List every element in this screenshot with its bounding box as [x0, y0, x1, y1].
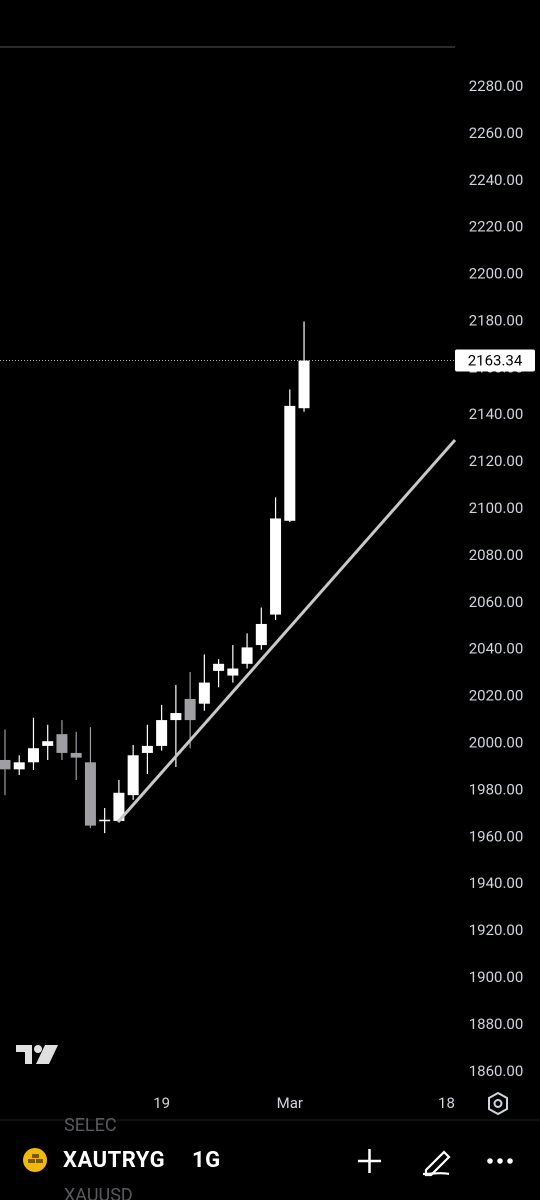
trend-line[interactable]	[116, 439, 457, 823]
settings-button[interactable]	[488, 1091, 508, 1116]
candle-body	[99, 819, 111, 822]
candle-body	[141, 745, 153, 753]
candle-body	[170, 713, 182, 721]
candle-body	[298, 360, 310, 409]
candle-body	[227, 668, 239, 676]
y-tick-label: 1860.00	[469, 1062, 524, 1080]
candle-body	[27, 748, 39, 763]
candle-body	[84, 762, 96, 826]
y-tick-label: 1900.00	[469, 968, 524, 986]
candle-body	[156, 720, 168, 746]
y-tick-label: 2080.00	[469, 546, 524, 564]
symbol-icon	[23, 1148, 47, 1172]
y-tick-label: 2260.00	[469, 124, 524, 142]
symbol-name[interactable]: XAUTRYG	[63, 1148, 165, 1173]
interval[interactable]: 1G	[192, 1148, 221, 1173]
y-tick-label: 2140.00	[469, 405, 524, 423]
tradingview-logo	[16, 1045, 58, 1064]
x-tick-label: 18	[438, 1094, 455, 1112]
more-button[interactable]	[487, 1158, 513, 1164]
add-button[interactable]	[358, 1149, 381, 1173]
candle-body	[184, 698, 196, 721]
candle-body	[198, 682, 210, 704]
candle-body	[113, 792, 125, 821]
candle-body	[0, 759, 11, 770]
plot-area: 1860.00 1880.00 1900.00 1920.00 1940.00 1960.…	[0, 77, 535, 1112]
last-price-label: 2163.34	[468, 352, 523, 370]
candle-body	[42, 741, 54, 746]
y-tick-label: 2060.00	[469, 593, 524, 611]
previous-symbol: SELEC	[64, 1115, 117, 1136]
candle-body	[13, 762, 25, 770]
y-tick-label: 2040.00	[469, 640, 524, 658]
y-tick-label: 1960.00	[469, 827, 524, 845]
y-tick-label: 2200.00	[469, 265, 524, 283]
next-symbol: XAUUSD	[64, 1185, 133, 1200]
y-tick-label: 1880.00	[469, 1015, 524, 1033]
y-tick-label: 2120.00	[469, 452, 524, 470]
candle-body	[284, 405, 296, 521]
y-tick-label: 2220.00	[469, 218, 524, 236]
y-tick-label: 2240.00	[469, 171, 524, 189]
y-tick-label: 2020.00	[469, 687, 524, 705]
candle-body	[213, 663, 225, 671]
y-tick-label: 1920.00	[469, 921, 524, 939]
y-tick-label: 2280.00	[469, 77, 524, 95]
candle-body	[241, 647, 253, 664]
last-price-box	[455, 349, 535, 372]
candle-body	[70, 752, 82, 758]
y-tick-label: 2180.00	[469, 311, 524, 329]
x-tick-label: 19	[153, 1094, 170, 1112]
x-tick-label: Mar	[277, 1094, 303, 1112]
y-tick-label: 2100.00	[469, 499, 524, 517]
y-tick-label: 1980.00	[469, 780, 524, 798]
y-tick-label: 1940.00	[469, 874, 524, 892]
candle-body	[127, 755, 139, 796]
candle-body	[255, 623, 267, 646]
candle-body	[270, 518, 282, 615]
candle-body	[56, 734, 68, 753]
y-tick-label: 2000.00	[469, 734, 524, 752]
draw-button[interactable]	[422, 1150, 451, 1177]
